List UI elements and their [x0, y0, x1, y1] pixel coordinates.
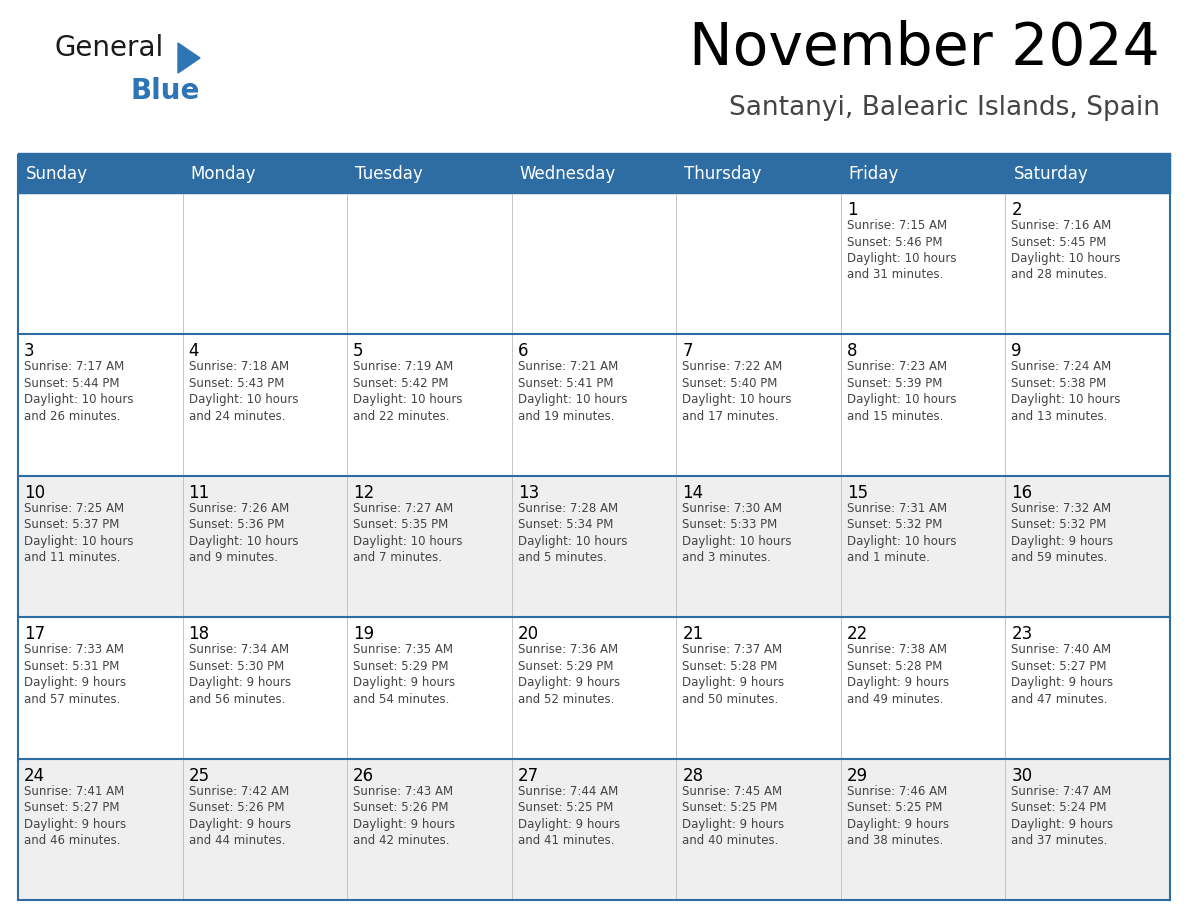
Text: Sunrise: 7:17 AM
Sunset: 5:44 PM
Daylight: 10 hours
and 26 minutes.: Sunrise: 7:17 AM Sunset: 5:44 PM Dayligh…: [24, 361, 133, 423]
Bar: [18, 476, 1170, 617]
Text: Sunrise: 7:24 AM
Sunset: 5:38 PM
Daylight: 10 hours
and 13 minutes.: Sunrise: 7:24 AM Sunset: 5:38 PM Dayligh…: [1011, 361, 1121, 423]
Text: 16: 16: [1011, 484, 1032, 502]
Text: 1: 1: [847, 201, 858, 219]
Text: 21: 21: [682, 625, 703, 644]
Text: 27: 27: [518, 767, 539, 785]
Text: Sunrise: 7:47 AM
Sunset: 5:24 PM
Daylight: 9 hours
and 37 minutes.: Sunrise: 7:47 AM Sunset: 5:24 PM Dayligh…: [1011, 785, 1113, 847]
Text: 26: 26: [353, 767, 374, 785]
Text: 22: 22: [847, 625, 868, 644]
Text: General: General: [55, 34, 164, 62]
Bar: [18, 334, 1170, 476]
Text: 23: 23: [1011, 625, 1032, 644]
Text: 17: 17: [24, 625, 45, 644]
Text: 3: 3: [24, 342, 34, 361]
Text: Sunrise: 7:44 AM
Sunset: 5:25 PM
Daylight: 9 hours
and 41 minutes.: Sunrise: 7:44 AM Sunset: 5:25 PM Dayligh…: [518, 785, 620, 847]
Text: Sunrise: 7:34 AM
Sunset: 5:30 PM
Daylight: 9 hours
and 56 minutes.: Sunrise: 7:34 AM Sunset: 5:30 PM Dayligh…: [189, 644, 291, 706]
Text: 18: 18: [189, 625, 210, 644]
Text: Sunrise: 7:40 AM
Sunset: 5:27 PM
Daylight: 9 hours
and 47 minutes.: Sunrise: 7:40 AM Sunset: 5:27 PM Dayligh…: [1011, 644, 1113, 706]
Bar: [18, 758, 1170, 900]
Text: Sunrise: 7:25 AM
Sunset: 5:37 PM
Daylight: 10 hours
and 11 minutes.: Sunrise: 7:25 AM Sunset: 5:37 PM Dayligh…: [24, 502, 133, 565]
Text: Sunrise: 7:36 AM
Sunset: 5:29 PM
Daylight: 9 hours
and 52 minutes.: Sunrise: 7:36 AM Sunset: 5:29 PM Dayligh…: [518, 644, 620, 706]
Text: Monday: Monday: [190, 165, 257, 183]
Bar: [18, 193, 1170, 334]
Text: 24: 24: [24, 767, 45, 785]
Text: Wednesday: Wednesday: [519, 165, 615, 183]
Text: Sunrise: 7:16 AM
Sunset: 5:45 PM
Daylight: 10 hours
and 28 minutes.: Sunrise: 7:16 AM Sunset: 5:45 PM Dayligh…: [1011, 219, 1121, 282]
Text: Sunrise: 7:33 AM
Sunset: 5:31 PM
Daylight: 9 hours
and 57 minutes.: Sunrise: 7:33 AM Sunset: 5:31 PM Dayligh…: [24, 644, 126, 706]
Text: 8: 8: [847, 342, 858, 361]
Text: Sunrise: 7:18 AM
Sunset: 5:43 PM
Daylight: 10 hours
and 24 minutes.: Sunrise: 7:18 AM Sunset: 5:43 PM Dayligh…: [189, 361, 298, 423]
Text: Sunrise: 7:35 AM
Sunset: 5:29 PM
Daylight: 9 hours
and 54 minutes.: Sunrise: 7:35 AM Sunset: 5:29 PM Dayligh…: [353, 644, 455, 706]
Text: 19: 19: [353, 625, 374, 644]
Text: Sunrise: 7:30 AM
Sunset: 5:33 PM
Daylight: 10 hours
and 3 minutes.: Sunrise: 7:30 AM Sunset: 5:33 PM Dayligh…: [682, 502, 791, 565]
Text: 20: 20: [518, 625, 539, 644]
Text: 7: 7: [682, 342, 693, 361]
Text: Sunrise: 7:37 AM
Sunset: 5:28 PM
Daylight: 9 hours
and 50 minutes.: Sunrise: 7:37 AM Sunset: 5:28 PM Dayligh…: [682, 644, 784, 706]
Text: 29: 29: [847, 767, 868, 785]
Text: Sunrise: 7:46 AM
Sunset: 5:25 PM
Daylight: 9 hours
and 38 minutes.: Sunrise: 7:46 AM Sunset: 5:25 PM Dayligh…: [847, 785, 949, 847]
Text: Sunrise: 7:15 AM
Sunset: 5:46 PM
Daylight: 10 hours
and 31 minutes.: Sunrise: 7:15 AM Sunset: 5:46 PM Dayligh…: [847, 219, 956, 282]
Text: Sunrise: 7:28 AM
Sunset: 5:34 PM
Daylight: 10 hours
and 5 minutes.: Sunrise: 7:28 AM Sunset: 5:34 PM Dayligh…: [518, 502, 627, 565]
Text: 15: 15: [847, 484, 868, 502]
Text: 14: 14: [682, 484, 703, 502]
Text: 6: 6: [518, 342, 529, 361]
Text: Tuesday: Tuesday: [355, 165, 423, 183]
Text: Sunrise: 7:31 AM
Sunset: 5:32 PM
Daylight: 10 hours
and 1 minute.: Sunrise: 7:31 AM Sunset: 5:32 PM Dayligh…: [847, 502, 956, 565]
Text: Sunrise: 7:41 AM
Sunset: 5:27 PM
Daylight: 9 hours
and 46 minutes.: Sunrise: 7:41 AM Sunset: 5:27 PM Dayligh…: [24, 785, 126, 847]
Text: 25: 25: [189, 767, 210, 785]
Text: Sunrise: 7:21 AM
Sunset: 5:41 PM
Daylight: 10 hours
and 19 minutes.: Sunrise: 7:21 AM Sunset: 5:41 PM Dayligh…: [518, 361, 627, 423]
Text: 11: 11: [189, 484, 210, 502]
Text: 30: 30: [1011, 767, 1032, 785]
Text: November 2024: November 2024: [689, 20, 1159, 77]
Polygon shape: [178, 43, 200, 73]
Text: Sunrise: 7:19 AM
Sunset: 5:42 PM
Daylight: 10 hours
and 22 minutes.: Sunrise: 7:19 AM Sunset: 5:42 PM Dayligh…: [353, 361, 462, 423]
Text: Friday: Friday: [849, 165, 899, 183]
Text: Sunrise: 7:38 AM
Sunset: 5:28 PM
Daylight: 9 hours
and 49 minutes.: Sunrise: 7:38 AM Sunset: 5:28 PM Dayligh…: [847, 644, 949, 706]
Text: 28: 28: [682, 767, 703, 785]
Bar: [18, 617, 1170, 758]
Text: Sunrise: 7:32 AM
Sunset: 5:32 PM
Daylight: 9 hours
and 59 minutes.: Sunrise: 7:32 AM Sunset: 5:32 PM Dayligh…: [1011, 502, 1113, 565]
Text: Sunrise: 7:26 AM
Sunset: 5:36 PM
Daylight: 10 hours
and 9 minutes.: Sunrise: 7:26 AM Sunset: 5:36 PM Dayligh…: [189, 502, 298, 565]
Text: Sunrise: 7:43 AM
Sunset: 5:26 PM
Daylight: 9 hours
and 42 minutes.: Sunrise: 7:43 AM Sunset: 5:26 PM Dayligh…: [353, 785, 455, 847]
Text: Sunrise: 7:23 AM
Sunset: 5:39 PM
Daylight: 10 hours
and 15 minutes.: Sunrise: 7:23 AM Sunset: 5:39 PM Dayligh…: [847, 361, 956, 423]
Text: 13: 13: [518, 484, 539, 502]
Text: Sunrise: 7:27 AM
Sunset: 5:35 PM
Daylight: 10 hours
and 7 minutes.: Sunrise: 7:27 AM Sunset: 5:35 PM Dayligh…: [353, 502, 462, 565]
Text: Sunday: Sunday: [26, 165, 88, 183]
Text: Blue: Blue: [131, 77, 200, 105]
Text: Thursday: Thursday: [684, 165, 762, 183]
Text: 4: 4: [189, 342, 200, 361]
Text: 5: 5: [353, 342, 364, 361]
Text: 2: 2: [1011, 201, 1022, 219]
Text: Sunrise: 7:42 AM
Sunset: 5:26 PM
Daylight: 9 hours
and 44 minutes.: Sunrise: 7:42 AM Sunset: 5:26 PM Dayligh…: [189, 785, 291, 847]
Text: 10: 10: [24, 484, 45, 502]
Text: 12: 12: [353, 484, 374, 502]
Text: Sunrise: 7:45 AM
Sunset: 5:25 PM
Daylight: 9 hours
and 40 minutes.: Sunrise: 7:45 AM Sunset: 5:25 PM Dayligh…: [682, 785, 784, 847]
Text: Sunrise: 7:22 AM
Sunset: 5:40 PM
Daylight: 10 hours
and 17 minutes.: Sunrise: 7:22 AM Sunset: 5:40 PM Dayligh…: [682, 361, 791, 423]
Text: 9: 9: [1011, 342, 1022, 361]
Text: Santanyi, Balearic Islands, Spain: Santanyi, Balearic Islands, Spain: [729, 95, 1159, 121]
Text: Saturday: Saturday: [1013, 165, 1088, 183]
